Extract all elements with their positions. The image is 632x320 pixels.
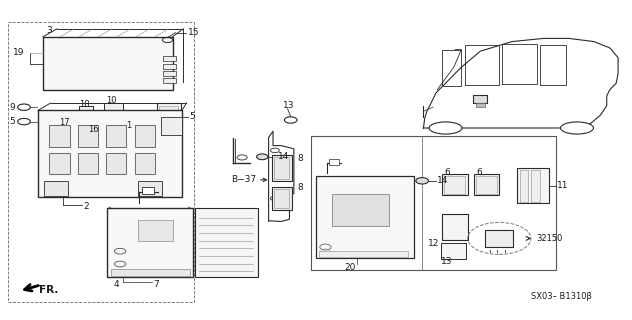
Bar	[142, 187, 154, 194]
Bar	[442, 214, 468, 240]
Text: 3: 3	[46, 26, 52, 35]
Bar	[138, 220, 173, 241]
Bar	[78, 125, 98, 147]
Bar	[79, 106, 93, 116]
Bar	[195, 208, 258, 277]
Text: FR.: FR.	[39, 284, 59, 295]
Bar	[49, 153, 70, 174]
Text: 15: 15	[188, 28, 199, 37]
Text: 14: 14	[278, 152, 289, 161]
Text: 5: 5	[9, 117, 15, 126]
Bar	[111, 269, 190, 276]
Text: 16: 16	[88, 125, 99, 134]
Text: B−37: B−37	[231, 175, 256, 184]
Bar	[274, 189, 289, 208]
Text: 5: 5	[190, 112, 195, 121]
Text: 6: 6	[476, 168, 482, 177]
Bar	[272, 155, 292, 181]
Ellipse shape	[561, 122, 593, 134]
Text: 9: 9	[9, 103, 15, 112]
Bar	[485, 230, 513, 247]
Bar	[60, 110, 74, 119]
Bar	[138, 181, 162, 196]
Text: 18: 18	[79, 100, 90, 108]
Bar	[157, 103, 181, 132]
Text: 7: 7	[153, 280, 159, 289]
Text: 4: 4	[114, 280, 119, 289]
Bar	[474, 174, 499, 195]
Bar	[316, 176, 414, 258]
Text: SX03– B1310β: SX03– B1310β	[531, 292, 592, 301]
Bar	[8, 22, 194, 302]
Bar	[473, 95, 487, 103]
Bar	[319, 251, 408, 257]
Bar	[78, 153, 98, 174]
Bar	[520, 170, 528, 202]
Circle shape	[416, 178, 428, 184]
Bar	[106, 153, 126, 174]
Text: 12: 12	[428, 239, 439, 248]
Bar	[274, 157, 289, 179]
Bar	[163, 64, 176, 69]
Text: 8: 8	[297, 183, 303, 192]
Bar	[476, 176, 497, 194]
Text: 13: 13	[441, 257, 453, 266]
Bar	[332, 194, 389, 226]
Bar	[442, 174, 468, 195]
Text: 32150: 32150	[536, 234, 562, 243]
Text: 8: 8	[297, 154, 303, 163]
Bar	[107, 208, 193, 277]
Text: 17: 17	[59, 118, 70, 127]
Bar	[163, 56, 176, 61]
Text: 13: 13	[283, 101, 295, 110]
Bar	[531, 170, 540, 202]
Text: 2: 2	[83, 202, 89, 211]
Ellipse shape	[429, 122, 462, 134]
Bar	[163, 78, 176, 83]
Text: 1: 1	[126, 121, 131, 130]
Bar	[38, 110, 182, 197]
Bar	[444, 176, 465, 194]
Bar	[441, 243, 466, 259]
Text: 6: 6	[444, 168, 450, 177]
Bar	[159, 106, 178, 121]
Bar	[476, 103, 485, 107]
Bar	[44, 181, 68, 196]
Bar	[135, 125, 155, 147]
Bar	[104, 103, 123, 116]
Bar	[49, 125, 70, 147]
Circle shape	[257, 154, 268, 160]
Bar	[43, 37, 173, 90]
Text: 19: 19	[13, 48, 24, 57]
Text: 11: 11	[557, 181, 569, 190]
Text: 20: 20	[344, 263, 356, 272]
Bar	[135, 153, 155, 174]
Bar	[272, 187, 292, 210]
Bar	[329, 159, 339, 165]
Bar	[163, 71, 176, 76]
Text: 14: 14	[437, 176, 449, 185]
Bar	[117, 117, 133, 123]
Bar	[311, 136, 556, 270]
Bar	[517, 168, 549, 203]
Bar	[161, 117, 182, 135]
Text: 10: 10	[106, 96, 117, 105]
Bar	[106, 125, 126, 147]
